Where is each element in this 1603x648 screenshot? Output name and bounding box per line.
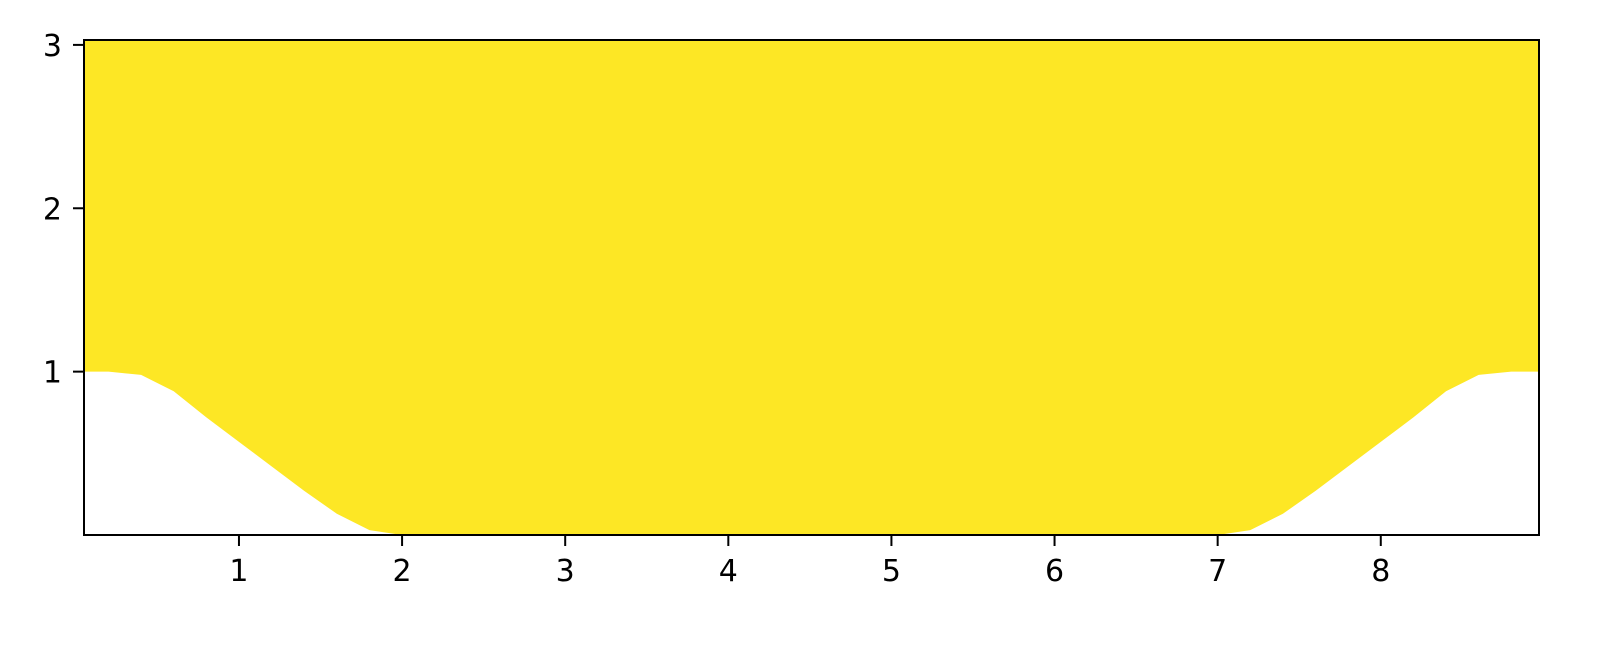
y-tick-label: 1: [43, 356, 62, 391]
y-axis: 1 2 3: [43, 29, 84, 391]
x-tick-label: 3: [556, 554, 575, 589]
axes-frame: [83, 39, 1540, 536]
x-tick-label: 6: [1045, 554, 1064, 589]
filled-region-0: [84, 40, 1539, 535]
x-tick-label: 1: [229, 554, 248, 589]
x-tick-label: 7: [1208, 554, 1227, 589]
x-axis: 1 2 3 4 5 6 7 8: [229, 535, 1390, 589]
y-tick-label: 2: [43, 192, 62, 227]
plot-area: [84, 40, 1539, 535]
x-tick-label: 5: [882, 554, 901, 589]
y-tick-label: 3: [43, 29, 62, 64]
x-tick-label: 2: [393, 554, 412, 589]
x-tick-label: 8: [1371, 554, 1390, 589]
x-tick-label: 4: [719, 554, 738, 589]
